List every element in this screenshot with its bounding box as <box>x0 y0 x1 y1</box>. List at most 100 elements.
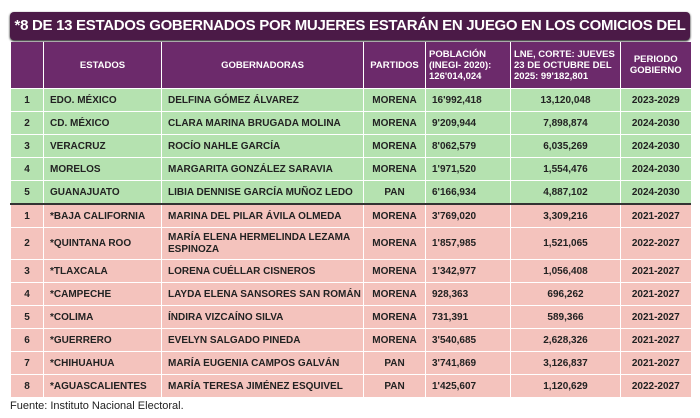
cell-num: 3 <box>10 134 44 158</box>
cell-estado: VERACRUZ <box>43 134 162 158</box>
header-row: ESTADOS GOBERNADORAS PARTIDOS POBLACIÓN … <box>10 42 691 89</box>
cell-poblacion: 3'769,020 <box>425 203 511 228</box>
cell-lne: 7,898,874 <box>510 111 621 135</box>
cell-gobernadora: MARÍA ELENA HERMELINDA LEZAMA ESPINOZA <box>161 227 364 260</box>
cell-partido: PAN <box>363 351 426 375</box>
cell-lne: 3,126,837 <box>510 351 621 375</box>
cell-num: 3 <box>10 259 44 283</box>
cell-gobernadora: LORENA CUÉLLAR CISNEROS <box>161 259 364 283</box>
cell-periodo: 2024-2030 <box>620 180 691 204</box>
cell-partido: MORENA <box>363 157 426 181</box>
cell-gobernadora: DELFINA GÓMEZ ÁLVAREZ <box>161 88 364 112</box>
cell-num: 5 <box>10 180 44 204</box>
cell-partido: PAN <box>363 180 426 204</box>
table-row: 3 *TLAXCALA LORENA CUÉLLAR CISNEROS MORENA 1… <box>10 259 691 283</box>
cell-num: 6 <box>10 328 44 352</box>
cell-estado: *AGUASCALIENTES <box>43 374 162 397</box>
cell-lne: 696,262 <box>510 282 621 306</box>
cell-num: 4 <box>10 282 44 306</box>
cell-gobernadora: CLARA MARINA BRUGADA MOLINA <box>161 111 364 135</box>
header-num <box>10 42 44 89</box>
cell-estado: *COLIMA <box>43 305 162 329</box>
table-row: 1 *BAJA CALIFORNIA MARINA DEL PILAR ÁVILA … <box>10 203 691 228</box>
cell-periodo: 2023-2029 <box>620 88 691 112</box>
table-row: 5 *COLIMA ÍNDIRA VIZCAÍNO SILVA MORENA 731,3… <box>10 305 691 329</box>
cell-lne: 1,521,065 <box>510 227 621 260</box>
cell-poblacion: 8'062,579 <box>425 134 511 158</box>
cell-estado: *CHIHUAHUA <box>43 351 162 375</box>
cell-gobernadora: MARÍA EUGENIA CAMPOS GALVÁN <box>161 351 364 375</box>
table-row: 3 VERACRUZ ROCÍO NAHLE GARCÍA MORENA 8'062,5… <box>10 134 691 158</box>
cell-lne: 3,309,216 <box>510 203 621 228</box>
cell-poblacion: 1'857,985 <box>425 227 511 260</box>
cell-poblacion: 3'540,685 <box>425 328 511 352</box>
cell-lne: 1,120,629 <box>510 374 621 397</box>
cell-num: 4 <box>10 157 44 181</box>
cell-periodo: 2021-2027 <box>620 203 691 228</box>
cell-poblacion: 731,391 <box>425 305 511 329</box>
cell-partido: MORENA <box>363 203 426 228</box>
source-footer: Fuente: Instituto Nacional Electoral. <box>10 400 184 412</box>
header-lne: LNE, CORTE: JUEVES 23 DE OCTUBRE DEL 202… <box>510 42 621 89</box>
table-row: 4 *CAMPECHE LAYDA ELENA SANSORES SAN ROMÁN… <box>10 282 691 306</box>
cell-partido: MORENA <box>363 134 426 158</box>
table-row: 2 *QUINTANA ROO MARÍA ELENA HERMELINDA LEZ… <box>10 227 691 260</box>
cell-periodo: 2021-2027 <box>620 351 691 375</box>
cell-estado: *TLAXCALA <box>43 259 162 283</box>
cell-partido: MORENA <box>363 282 426 306</box>
cell-lne: 2,628,326 <box>510 328 621 352</box>
header-periodo: PERIODO GOBIERNO <box>620 42 691 89</box>
cell-periodo: 2021-2027 <box>620 282 691 306</box>
cell-gobernadora: MARINA DEL PILAR ÁVILA OLMEDA <box>161 203 364 228</box>
cell-poblacion: 9'209,944 <box>425 111 511 135</box>
cell-num: 8 <box>10 374 44 397</box>
cell-periodo: 2024-2030 <box>620 157 691 181</box>
cell-periodo: 2021-2027 <box>620 328 691 352</box>
cell-estado: GUANAJUATO <box>43 180 162 204</box>
header-estados: ESTADOS <box>43 42 162 89</box>
cell-lne: 6,035,269 <box>510 134 621 158</box>
cell-partido: MORENA <box>363 305 426 329</box>
cell-partido: MORENA <box>363 259 426 283</box>
cell-poblacion: 6'166,934 <box>425 180 511 204</box>
header-partidos: PARTIDOS <box>363 42 426 89</box>
cell-periodo: 2024-2030 <box>620 111 691 135</box>
cell-gobernadora: MARGARITA GONZÁLEZ SARAVIA <box>161 157 364 181</box>
cell-gobernadora: MARÍA TERESA JIMÉNEZ ESQUIVEL <box>161 374 364 397</box>
table-row: 6 *GUERRERO EVELYN SALGADO PINEDA MORENA 3'5… <box>10 328 691 352</box>
cell-num: 5 <box>10 305 44 329</box>
table-row: 2 CD. MÉXICO CLARA MARINA BRUGADA MOLINA MO… <box>10 111 691 135</box>
table-row: 7 *CHIHUAHUA MARÍA EUGENIA CAMPOS GALVÁN PA… <box>10 351 691 375</box>
cell-estado: *GUERRERO <box>43 328 162 352</box>
cell-estado: *BAJA CALIFORNIA <box>43 203 162 228</box>
cell-estado: *CAMPECHE <box>43 282 162 306</box>
table-row: 1 EDO. MÉXICO DELFINA GÓMEZ ÁLVAREZ MORENA 1… <box>10 88 691 112</box>
cell-num: 2 <box>10 111 44 135</box>
cell-poblacion: 1'971,520 <box>425 157 511 181</box>
cell-partido: MORENA <box>363 328 426 352</box>
cell-periodo: 2022-2027 <box>620 227 691 260</box>
cell-poblacion: 1'342,977 <box>425 259 511 283</box>
cell-estado: EDO. MÉXICO <box>43 88 162 112</box>
cell-num: 7 <box>10 351 44 375</box>
cell-gobernadora: LAYDA ELENA SANSORES SAN ROMÁN <box>161 282 364 306</box>
cell-lne: 589,366 <box>510 305 621 329</box>
cell-estado: MORELOS <box>43 157 162 181</box>
cell-periodo: 2021-2027 <box>620 305 691 329</box>
cell-gobernadora: ÍNDIRA VIZCAÍNO SILVA <box>161 305 364 329</box>
header-poblacion: POBLACIÓN (INEGI- 2020): 126'014,024 <box>425 42 511 89</box>
cell-estado: *QUINTANA ROO <box>43 227 162 260</box>
cell-poblacion: 16'992,418 <box>425 88 511 112</box>
cell-num: 1 <box>10 203 44 228</box>
table-row: 5 GUANAJUATO LIBIA DENNISE GARCÍA MUÑOZ LE… <box>10 180 691 204</box>
cell-periodo: 2024-2030 <box>620 134 691 158</box>
table-row: 4 MORELOS MARGARITA GONZÁLEZ SARAVIA MORENA… <box>10 157 691 181</box>
cell-num: 2 <box>10 227 44 260</box>
cell-gobernadora: LIBIA DENNISE GARCÍA MUÑOZ LEDO <box>161 180 364 204</box>
table-title: *8 DE 13 ESTADOS GOBERNADOS POR MUJERES … <box>10 12 690 62</box>
cell-lne: 4,887,102 <box>510 180 621 204</box>
cell-periodo: 2022-2027 <box>620 374 691 397</box>
header-gobernadoras: GOBERNADORAS <box>161 42 364 89</box>
cell-lne: 1,554,476 <box>510 157 621 181</box>
cell-partido: MORENA <box>363 111 426 135</box>
